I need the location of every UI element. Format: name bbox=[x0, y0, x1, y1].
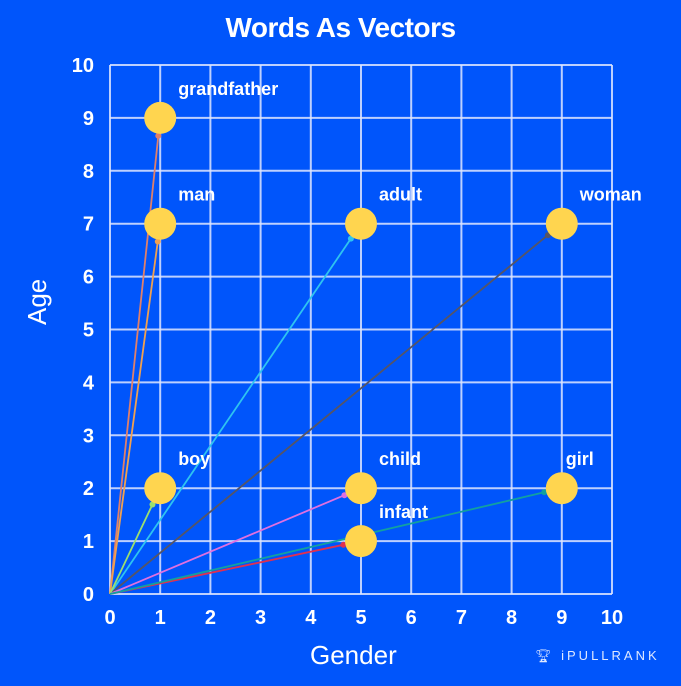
x-tick-label: 0 bbox=[104, 607, 115, 629]
y-tick-label: 10 bbox=[72, 55, 94, 77]
point-label: adult bbox=[379, 185, 422, 205]
trophy-icon: 🏆︎ bbox=[535, 648, 562, 663]
vector-arrow bbox=[109, 135, 160, 595]
vector-arrow bbox=[109, 234, 549, 595]
x-tick-label: 9 bbox=[556, 607, 567, 629]
vector-arrow bbox=[109, 241, 159, 595]
point-label: woman bbox=[579, 185, 642, 205]
arrow-head bbox=[154, 238, 161, 245]
y-tick-label: 9 bbox=[83, 108, 94, 130]
vector-arrow bbox=[109, 491, 545, 595]
x-tick-label: 8 bbox=[506, 607, 517, 629]
word-point bbox=[345, 525, 377, 558]
point-label: girl bbox=[566, 449, 594, 469]
point-label: child bbox=[379, 449, 421, 469]
arrow-head bbox=[341, 492, 348, 499]
y-tick-label: 1 bbox=[83, 531, 94, 553]
word-point bbox=[144, 472, 177, 505]
x-tick-label: 10 bbox=[601, 607, 623, 629]
x-tick-label: 2 bbox=[205, 607, 216, 629]
point-label: infant bbox=[379, 502, 428, 522]
y-tick-label: 7 bbox=[83, 214, 94, 236]
word-point bbox=[144, 101, 177, 134]
arrow-head bbox=[541, 489, 548, 496]
word-point bbox=[144, 207, 177, 240]
brand-logo: 🏆︎ iPULLRANK bbox=[535, 648, 660, 664]
y-tick-label: 6 bbox=[83, 267, 94, 289]
y-tick-label: 3 bbox=[83, 425, 94, 447]
x-axis-label: Gender bbox=[310, 640, 397, 670]
arrow-head bbox=[340, 541, 347, 548]
vector-arrow bbox=[109, 238, 352, 595]
y-tick-label: 4 bbox=[83, 372, 95, 394]
point-label: boy bbox=[178, 449, 210, 469]
word-point bbox=[345, 472, 377, 505]
x-tick-label: 7 bbox=[456, 607, 467, 629]
x-tick-label: 4 bbox=[305, 607, 317, 629]
arrow-head bbox=[149, 501, 156, 508]
arrow-head bbox=[155, 132, 162, 139]
x-tick-label: 5 bbox=[355, 607, 366, 629]
y-tick-label: 8 bbox=[83, 161, 94, 183]
y-axis-label: Age bbox=[22, 278, 52, 325]
word-point bbox=[545, 472, 578, 505]
point-label: grandfather bbox=[178, 79, 278, 99]
point-label: man bbox=[178, 185, 215, 205]
word-point bbox=[545, 207, 578, 240]
x-tick-label: 1 bbox=[155, 607, 166, 629]
x-tick-label: 6 bbox=[406, 607, 417, 629]
chart-title: Words As Vectors bbox=[225, 12, 456, 43]
vector-arrow bbox=[109, 494, 345, 595]
y-tick-label: 2 bbox=[83, 478, 94, 500]
vector-arrow bbox=[109, 504, 154, 595]
word-point bbox=[345, 207, 377, 240]
y-tick-label: 5 bbox=[83, 320, 94, 342]
x-tick-label: 3 bbox=[255, 607, 266, 629]
y-tick-label: 0 bbox=[83, 584, 94, 606]
logo-text: iPULLRANK bbox=[561, 648, 660, 663]
